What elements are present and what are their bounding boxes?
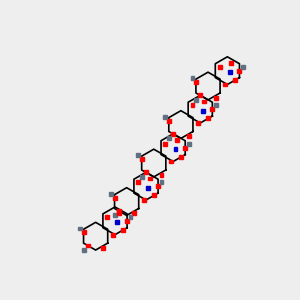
Bar [78, 226, 82, 230]
Bar [190, 103, 194, 107]
Bar [136, 153, 140, 157]
Bar [86, 244, 90, 248]
Bar [140, 175, 144, 179]
Bar [214, 96, 218, 100]
Bar [171, 132, 175, 136]
Bar [113, 214, 117, 217]
Bar [136, 180, 140, 184]
Bar [218, 65, 222, 69]
Bar [206, 116, 210, 120]
Bar [117, 209, 121, 213]
Bar [196, 121, 200, 125]
Bar [152, 194, 156, 197]
Bar [179, 155, 183, 159]
Bar [129, 215, 132, 219]
Bar [160, 180, 164, 184]
Bar [175, 138, 179, 142]
Bar [164, 142, 167, 146]
Bar [146, 186, 150, 190]
Bar [202, 100, 206, 104]
Bar [109, 192, 113, 196]
Bar [233, 78, 237, 82]
Bar [223, 82, 227, 86]
Bar [187, 142, 190, 146]
Bar [116, 220, 119, 224]
Bar [214, 103, 218, 107]
Bar [201, 109, 205, 112]
Bar [144, 170, 148, 174]
Bar [198, 93, 202, 97]
Bar [125, 219, 129, 223]
Bar [82, 248, 86, 252]
Bar [190, 76, 194, 80]
Bar [167, 136, 171, 140]
Bar [241, 65, 245, 69]
Bar [228, 70, 232, 74]
Bar [142, 198, 146, 202]
Bar [229, 61, 233, 65]
Bar [156, 184, 160, 188]
Bar [169, 160, 173, 164]
Bar [183, 146, 187, 150]
Bar [167, 119, 171, 123]
Bar [210, 107, 214, 111]
Bar [237, 69, 241, 73]
Bar [117, 211, 121, 215]
Bar [160, 173, 164, 176]
Bar [105, 215, 109, 219]
Bar [187, 134, 190, 138]
Bar [111, 233, 115, 237]
Bar [121, 228, 125, 232]
Bar [132, 211, 136, 215]
Bar [113, 196, 117, 200]
Bar [164, 115, 167, 119]
Bar [194, 98, 198, 102]
Bar [140, 157, 144, 161]
Bar [101, 246, 105, 250]
Bar [82, 230, 86, 234]
Bar [148, 176, 152, 180]
Bar [173, 147, 177, 151]
Bar [194, 80, 198, 84]
